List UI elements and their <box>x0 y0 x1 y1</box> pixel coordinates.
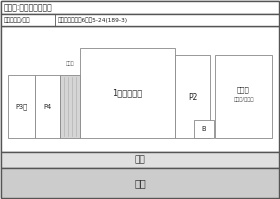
Bar <box>80 48 175 138</box>
Bar <box>194 120 214 138</box>
Text: B: B <box>202 126 206 132</box>
Bar <box>1 1 279 14</box>
Text: 下関市上田中町6丁目5-24(189-3): 下関市上田中町6丁目5-24(189-3) <box>58 18 128 23</box>
Text: 出入口: 出入口 <box>66 60 74 65</box>
Text: 自転車/バイク: 自転車/バイク <box>233 98 254 102</box>
Bar <box>1 168 279 198</box>
Text: P3駐: P3駐 <box>15 104 27 110</box>
Bar <box>1 152 279 168</box>
Text: P2: P2 <box>188 93 197 101</box>
Text: 道路: 道路 <box>134 178 146 188</box>
Text: 物件所在地/地番: 物件所在地/地番 <box>4 18 31 23</box>
Text: 1階テナント: 1階テナント <box>112 89 143 98</box>
Text: 建物名:コルデソル下関: 建物名:コルデソル下関 <box>4 4 53 13</box>
Bar <box>8 75 35 138</box>
Bar <box>35 75 60 138</box>
Text: P4: P4 <box>43 104 52 110</box>
Bar <box>215 55 272 138</box>
Text: 駐輪場: 駐輪場 <box>237 87 250 93</box>
Text: 歩道: 歩道 <box>135 155 145 165</box>
Bar <box>1 14 279 26</box>
Bar <box>175 55 210 138</box>
Bar <box>1 26 279 152</box>
Bar <box>60 75 80 138</box>
